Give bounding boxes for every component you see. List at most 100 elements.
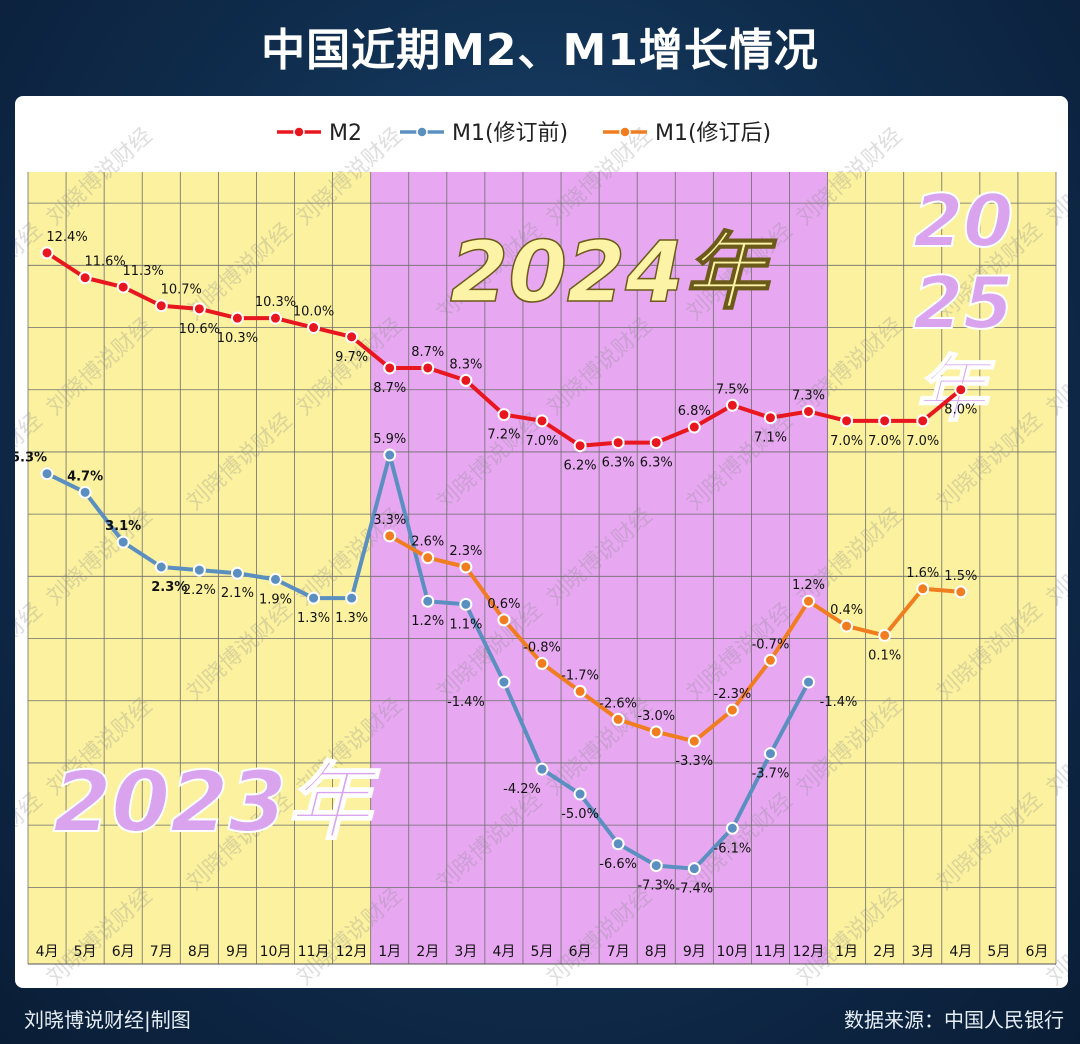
series-line-m1-new <box>388 534 961 744</box>
data-point-m2 <box>573 439 587 453</box>
x-tick-label: 5月 <box>987 944 1010 960</box>
year-label-2024: 2024年 <box>450 223 777 321</box>
x-tick-label: 9月 <box>226 944 249 960</box>
data-label-m2: 10.0% <box>293 305 334 320</box>
data-point-m1-old <box>535 762 549 776</box>
data-label-m1-old: -6.6% <box>599 857 637 872</box>
data-label-m1-old: 4.7% <box>67 469 103 484</box>
data-point-m1-old <box>459 597 473 611</box>
data-label-m2: 7.0% <box>906 434 939 449</box>
data-label-m2: 10.7% <box>161 283 202 298</box>
data-point-m1-new <box>687 734 701 748</box>
x-tick-label: 10月 <box>260 944 292 960</box>
x-tick-label: 3月 <box>454 944 477 960</box>
data-point-m1-new <box>383 529 397 543</box>
data-point-m1-new <box>916 582 930 596</box>
data-point-m1-new <box>840 619 854 633</box>
data-point-m2 <box>40 246 54 260</box>
data-label-m1-new: 1.6% <box>906 566 939 581</box>
data-label-m1-new: -3.0% <box>637 709 675 724</box>
data-label-m2: 11.3% <box>123 264 164 279</box>
data-point-m2 <box>459 373 473 387</box>
x-tick-label: 1月 <box>378 944 401 960</box>
data-point-m2 <box>192 302 206 316</box>
data-point-m2 <box>954 383 968 397</box>
data-point-m2 <box>725 398 739 412</box>
data-point-m1-new <box>573 684 587 698</box>
x-tick-label: 6月 <box>1026 944 1049 960</box>
data-point-m1-new <box>954 585 968 599</box>
year-label-2025-part: 20 <box>913 179 1013 263</box>
data-point-m1-old <box>116 535 130 549</box>
data-label-m1-old: 5.9% <box>373 432 406 447</box>
data-label-m1-new: 3.3% <box>373 513 406 528</box>
legend-label-m1-new: M1(修订后) <box>655 121 771 146</box>
x-tick-label: 2月 <box>873 944 896 960</box>
data-point-m2 <box>154 299 168 313</box>
x-tick-label: 4月 <box>492 944 515 960</box>
data-point-m1-old <box>573 787 587 801</box>
legend-label-m1-old: M1(修订前) <box>452 121 568 146</box>
data-point-m2 <box>802 404 816 418</box>
data-point-m1-old <box>611 837 625 851</box>
series-m1-old: 5.3%4.7%3.1%2.3%2.2% 2.1% 1.9%1.3% 1.3%5.9%… <box>15 432 857 897</box>
data-point-m1-old <box>725 821 739 835</box>
x-tick-label: 2月 <box>416 944 439 960</box>
data-label-m1-new: 0.6% <box>487 597 520 612</box>
data-label-m2: 8.3% <box>449 357 482 372</box>
data-label-m1-old: 1.1% <box>449 617 482 632</box>
x-tick-label: 8月 <box>188 944 211 960</box>
data-point-m2 <box>78 271 92 285</box>
x-tick-label: 5月 <box>531 944 554 960</box>
data-label-m2: 7.1% <box>754 431 787 446</box>
data-point-m1-old <box>192 563 206 577</box>
data-point-m2 <box>878 414 892 428</box>
data-point-m2 <box>687 420 701 434</box>
chart-panel: 刘晓博说财经 刘晓博说财经 刘晓博说财经 刘晓博说财经 刘晓博说财经 刘晓博说财经 刘晓博说… <box>15 96 1068 988</box>
data-point-m1-old <box>78 485 92 499</box>
data-label-m2: 8.0% <box>944 403 977 418</box>
data-label-m1-old: -1.4% <box>820 695 858 710</box>
data-label-m2: 6.2% <box>564 459 597 474</box>
data-point-m1-new <box>763 653 777 667</box>
data-point-m2 <box>649 436 663 450</box>
data-label-m1-new: 0.4% <box>830 603 863 618</box>
data-point-m2 <box>535 414 549 428</box>
x-tick-label: 8月 <box>645 944 668 960</box>
series-m1-new: 3.3% 2.6% 2.3% 0.6% -0.8%-1.7%-2.6%-3.0% -3.3… <box>373 513 977 769</box>
data-label-m1-old: -7.3% <box>637 879 675 894</box>
data-point-m2 <box>611 436 625 450</box>
data-point-m2 <box>421 361 435 375</box>
x-tick-label: 6月 <box>112 944 135 960</box>
legend-marker-m1-new <box>619 126 631 138</box>
data-point-m1-new <box>497 613 511 627</box>
page-title: 中国近期M2、M1增长情况 <box>261 25 819 76</box>
legend-marker-m1-old <box>416 126 428 138</box>
x-tick-label: 9月 <box>683 944 706 960</box>
data-point-m1-old <box>649 859 663 873</box>
x-tick-label: 4月 <box>949 944 972 960</box>
data-label-m2: 10.3% <box>255 295 296 310</box>
x-tick-label: 10月 <box>716 944 748 960</box>
data-point-m1-old <box>345 591 359 605</box>
data-point-m1-new <box>725 703 739 717</box>
data-point-m2 <box>383 361 397 375</box>
data-label-m1-old: -7.4% <box>675 882 713 897</box>
data-label-m1-old: 1.3% <box>297 611 330 626</box>
data-point-m1-old <box>307 591 321 605</box>
data-label-m1-new: -1.7% <box>561 668 599 683</box>
data-point-m1-old <box>40 467 54 481</box>
data-label-m1-new: 2.3% <box>449 544 482 559</box>
x-tick-label: 12月 <box>336 944 368 960</box>
x-tick-label: 6月 <box>569 944 592 960</box>
data-label-m2: 7.0% <box>525 434 558 449</box>
x-tick-label: 11月 <box>755 944 787 960</box>
data-label-m1-old: -5.0% <box>561 807 599 822</box>
x-tick-label: 4月 <box>36 944 59 960</box>
data-point-m2 <box>840 414 854 428</box>
data-point-m2 <box>345 330 359 344</box>
data-point-m2 <box>916 414 930 428</box>
data-point-m2 <box>230 311 244 325</box>
